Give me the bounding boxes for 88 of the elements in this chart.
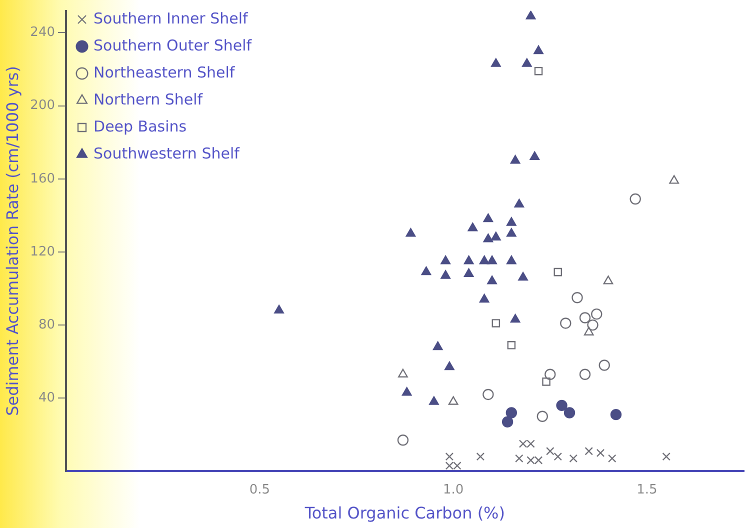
legend-label: Northeastern Shelf bbox=[94, 63, 236, 82]
point bbox=[429, 396, 439, 405]
point bbox=[536, 410, 548, 422]
point bbox=[482, 388, 494, 400]
point bbox=[514, 198, 524, 208]
point bbox=[662, 452, 670, 461]
point bbox=[506, 228, 516, 237]
point bbox=[464, 268, 474, 277]
point bbox=[506, 407, 518, 418]
point bbox=[492, 319, 500, 328]
point bbox=[534, 456, 543, 464]
point bbox=[479, 255, 490, 264]
point bbox=[584, 326, 594, 336]
legend-label: Southern Inner Shelf bbox=[94, 9, 249, 28]
point bbox=[402, 387, 412, 396]
point bbox=[483, 213, 494, 222]
point bbox=[584, 446, 594, 456]
point bbox=[515, 454, 524, 463]
point bbox=[554, 452, 562, 461]
point bbox=[506, 217, 516, 226]
point bbox=[542, 378, 550, 386]
point bbox=[406, 228, 416, 237]
legend-label: Southern Outer Shelf bbox=[94, 36, 252, 54]
point bbox=[487, 276, 497, 284]
legend-label: Southwestern Shelf bbox=[94, 144, 240, 162]
point bbox=[440, 255, 451, 264]
point bbox=[506, 255, 516, 264]
point bbox=[572, 292, 583, 304]
point bbox=[522, 58, 532, 67]
point bbox=[587, 319, 598, 331]
point bbox=[421, 266, 432, 276]
point bbox=[554, 268, 562, 276]
point bbox=[274, 304, 284, 314]
x-tick-label: 0.5 bbox=[249, 482, 270, 498]
y-tick-label: 200 bbox=[30, 98, 56, 114]
point bbox=[510, 155, 520, 164]
x-tick-label: 1.0 bbox=[442, 482, 464, 498]
y-tick-label: 80 bbox=[38, 317, 56, 332]
point bbox=[546, 446, 554, 456]
y-tick-label: 240 bbox=[30, 25, 56, 40]
point bbox=[596, 448, 605, 458]
point bbox=[526, 456, 535, 464]
point bbox=[518, 272, 528, 281]
point bbox=[502, 416, 514, 428]
point bbox=[468, 222, 478, 232]
point bbox=[610, 408, 622, 420]
point bbox=[510, 314, 520, 323]
point bbox=[448, 396, 458, 405]
point bbox=[598, 360, 610, 371]
point bbox=[579, 368, 591, 380]
point bbox=[669, 175, 680, 184]
point bbox=[398, 368, 408, 378]
point bbox=[476, 452, 485, 461]
point bbox=[518, 440, 528, 448]
point bbox=[530, 151, 540, 160]
point bbox=[603, 276, 614, 284]
point bbox=[464, 255, 474, 264]
point bbox=[630, 193, 641, 205]
point bbox=[544, 368, 556, 380]
point bbox=[608, 454, 616, 463]
x-axis-title: Total Organic Carbon (%) bbox=[304, 504, 505, 523]
point bbox=[534, 45, 544, 54]
point bbox=[526, 10, 536, 20]
legend-label: Northern Shelf bbox=[94, 90, 204, 108]
point bbox=[432, 341, 443, 350]
point bbox=[440, 270, 451, 279]
point bbox=[397, 434, 409, 446]
point bbox=[444, 361, 454, 370]
y-tick-label: 40 bbox=[38, 390, 56, 406]
point bbox=[490, 58, 501, 67]
point bbox=[556, 400, 568, 412]
point bbox=[526, 440, 535, 448]
point bbox=[479, 294, 490, 303]
point bbox=[487, 255, 497, 264]
y-axis-title: Sediment Accumulation Rate (cm/1000 yrs) bbox=[2, 66, 22, 416]
x-tick-label: 1.5 bbox=[636, 482, 658, 498]
point bbox=[453, 462, 462, 470]
y-tick-label: 160 bbox=[30, 171, 56, 186]
point bbox=[564, 407, 576, 418]
point bbox=[560, 318, 572, 329]
point bbox=[591, 308, 602, 320]
point bbox=[483, 234, 494, 242]
point bbox=[507, 341, 516, 350]
y-tick-label: 120 bbox=[30, 244, 56, 260]
point bbox=[579, 312, 591, 324]
point bbox=[569, 454, 578, 463]
point bbox=[490, 232, 501, 240]
legend-label: Deep Basins bbox=[94, 117, 187, 136]
